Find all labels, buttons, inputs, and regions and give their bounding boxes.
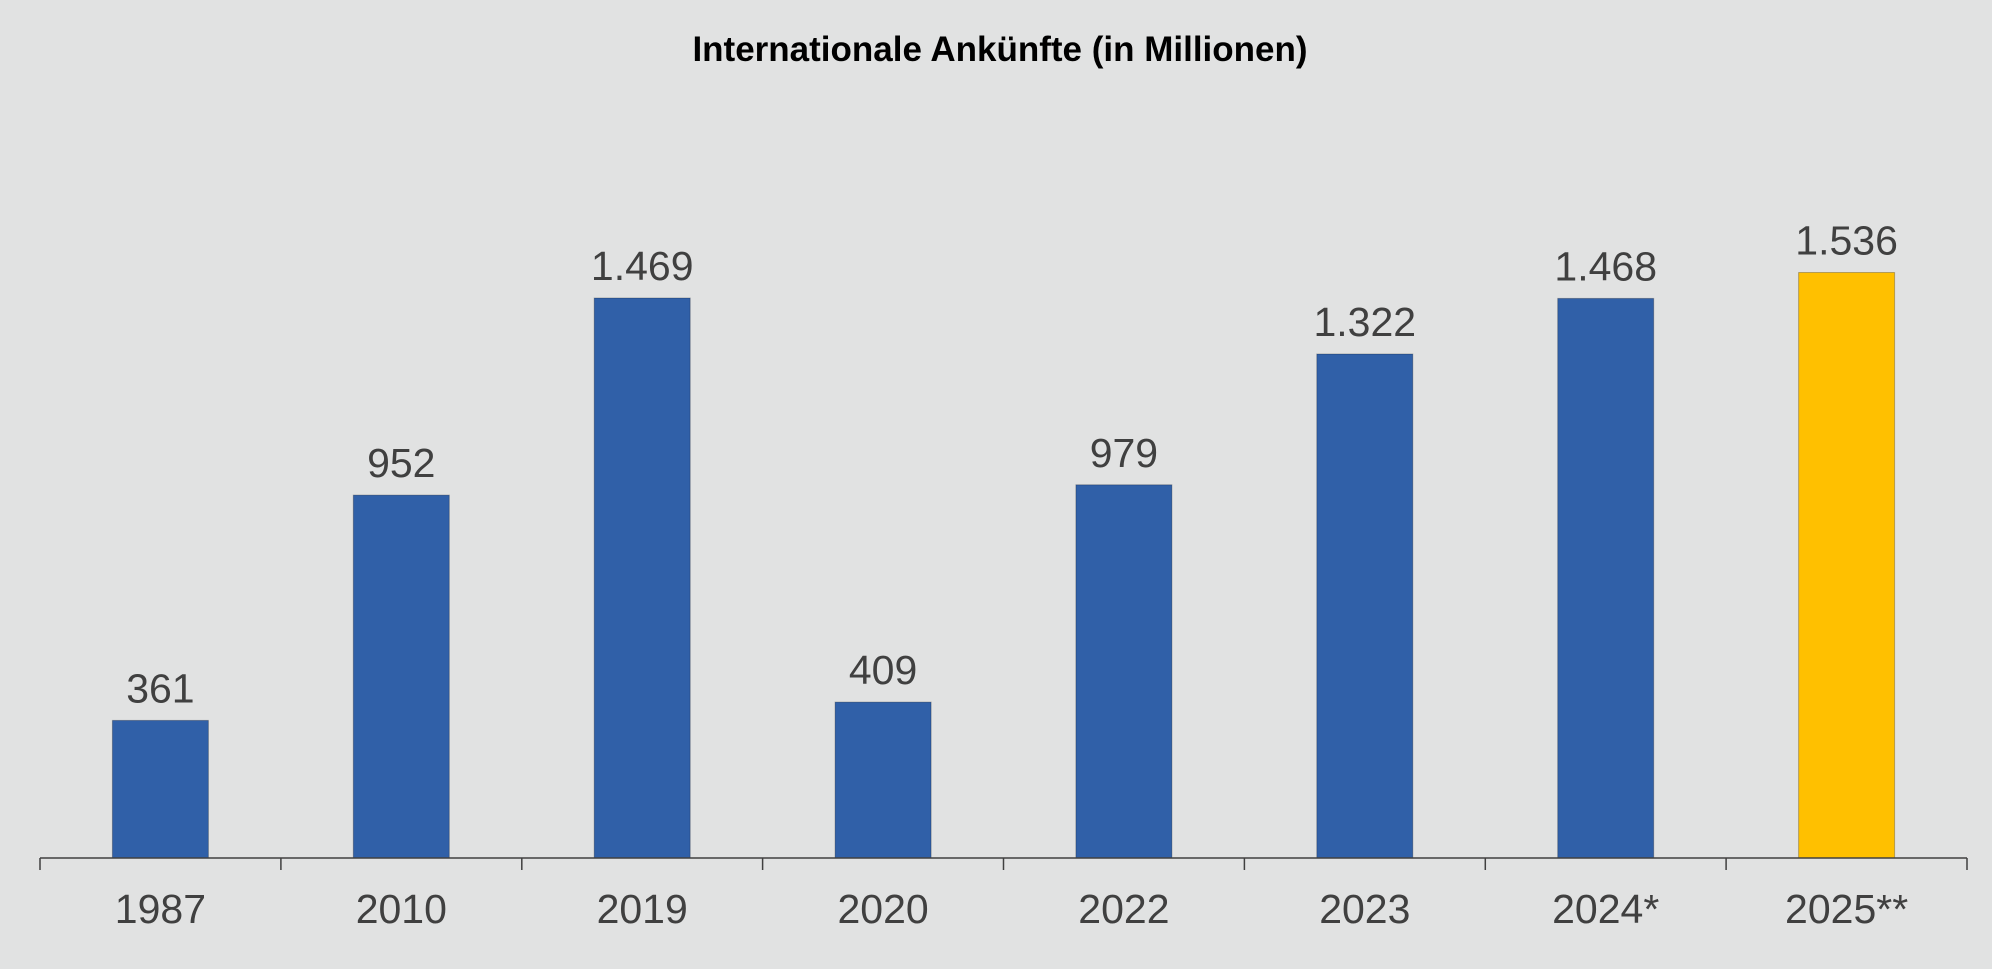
x-tick-label-2020: 2020 — [837, 886, 928, 932]
x-tick-label-2024: 2024* — [1552, 886, 1659, 932]
bar-2019 — [593, 297, 691, 859]
data-label-2022: 979 — [1090, 430, 1158, 476]
bar-1987 — [111, 719, 209, 859]
bar-2025 — [1798, 272, 1896, 859]
data-label-2025: 1.536 — [1795, 218, 1898, 264]
data-label-1987: 361 — [126, 665, 194, 711]
x-tick-label-1987: 1987 — [115, 886, 206, 932]
x-tick-label-2010: 2010 — [356, 886, 447, 932]
data-label-2020: 409 — [849, 647, 917, 693]
x-tick-label-2025: 2025** — [1785, 886, 1908, 932]
x-tick-label-2022: 2022 — [1078, 886, 1169, 932]
data-label-2023: 1.322 — [1313, 299, 1416, 345]
bar-2010 — [352, 494, 450, 859]
bar-2023 — [1316, 353, 1414, 859]
bar-2020 — [834, 701, 932, 859]
bars-layer — [111, 272, 1896, 859]
x-axis: 1987 2010 2019 2020 2022 2023 2024* 2025** — [39, 857, 1968, 932]
x-tick-label-2019: 2019 — [597, 886, 688, 932]
bar-2022 — [1075, 484, 1173, 859]
data-label-2019: 1.469 — [591, 243, 694, 289]
data-label-2024: 1.468 — [1554, 243, 1657, 289]
bar-2024 — [1557, 297, 1655, 859]
x-tick-label-2023: 2023 — [1319, 886, 1410, 932]
data-labels-layer: 361 952 1.469 409 979 1.322 1.468 1.536 — [126, 218, 1898, 712]
data-label-2010: 952 — [367, 440, 435, 486]
chart-title: Internationale Ankünfte (in Millionen) — [692, 30, 1307, 69]
